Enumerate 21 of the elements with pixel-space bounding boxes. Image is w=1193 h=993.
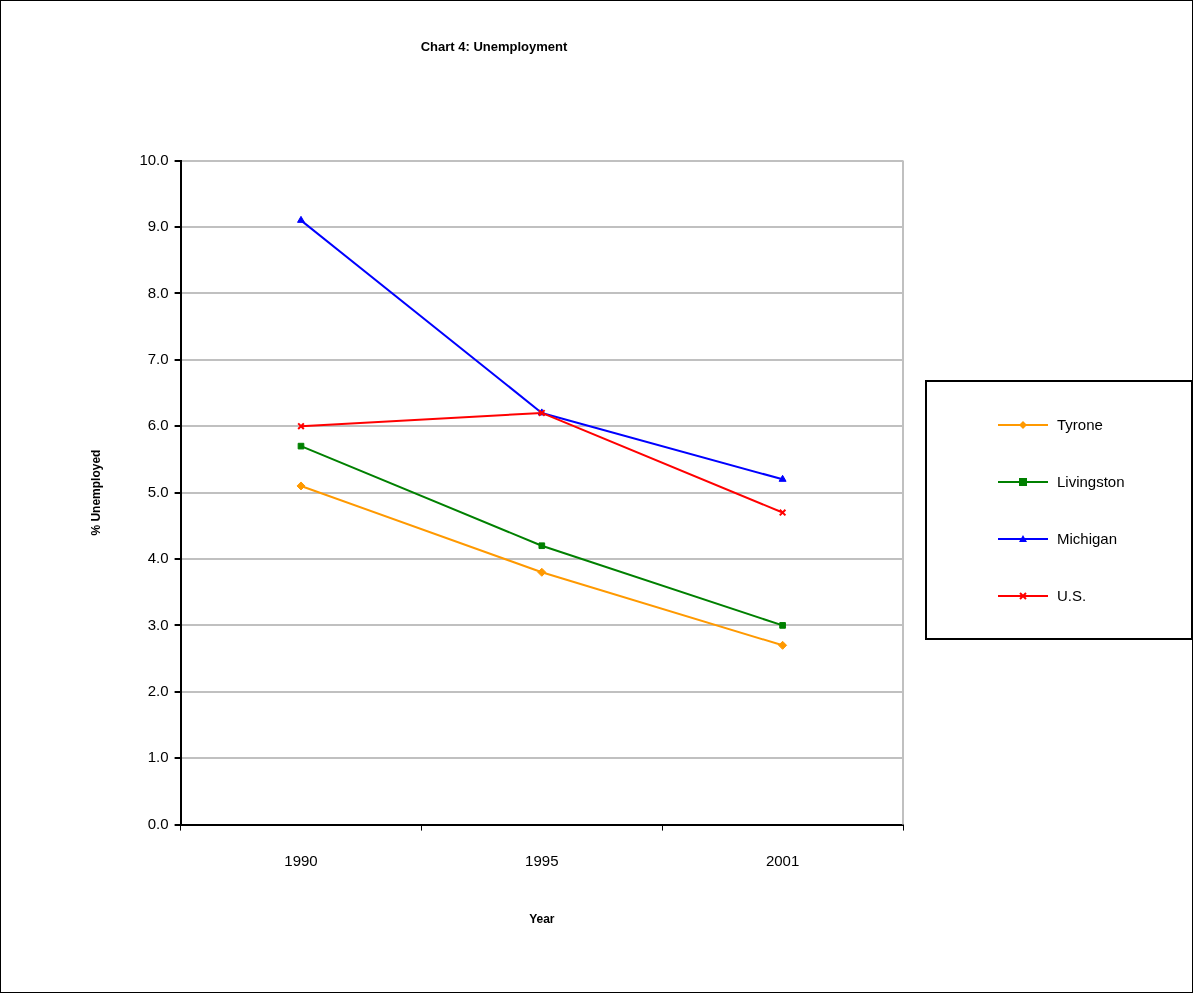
y-tick-label: 10.0	[139, 150, 169, 168]
y-axis-title: % Unemployed	[88, 449, 103, 536]
y-tick-label: 6.0	[147, 416, 169, 434]
x-tick-label: 1995	[525, 851, 559, 869]
y-tick-label: 7.0	[147, 349, 169, 367]
legend-label: Livingston	[1057, 473, 1125, 490]
legend-label: U.S.	[1057, 587, 1087, 604]
chart-title: Chart 4: Unemployment	[420, 39, 568, 55]
y-tick-label: 5.0	[147, 482, 169, 500]
legend-label: Michigan	[1057, 530, 1118, 547]
y-tick-label: 0.0	[147, 814, 169, 832]
legend-label: Tyrone	[1057, 416, 1103, 433]
x-axis-title: Year	[529, 912, 555, 927]
y-tick-label: 4.0	[147, 549, 169, 567]
y-tick-label: 1.0	[147, 748, 169, 766]
y-tick-label: 8.0	[147, 283, 169, 301]
y-tick-label: 9.0	[147, 217, 169, 235]
y-tick-label: 2.0	[147, 681, 169, 699]
y-tick-label: 3.0	[147, 615, 169, 633]
x-tick-label: 1990	[284, 851, 318, 869]
x-tick-label: 2001	[765, 851, 800, 869]
